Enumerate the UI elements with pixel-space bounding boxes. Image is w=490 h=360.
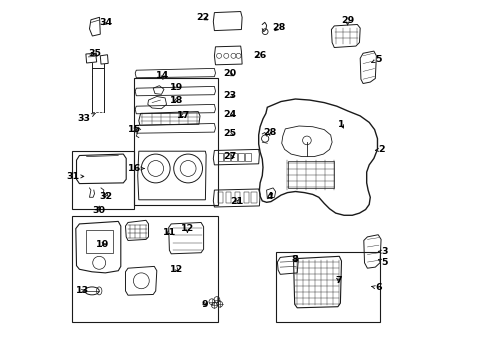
Bar (72, 151, 134, 209)
Text: 24: 24 (223, 110, 237, 119)
Text: 10: 10 (96, 240, 109, 248)
Text: 3: 3 (378, 247, 388, 256)
Text: 32: 32 (100, 192, 113, 201)
Bar (251, 192, 257, 203)
Text: 2: 2 (375, 145, 385, 154)
Text: 11: 11 (163, 228, 176, 237)
Text: 31: 31 (66, 172, 84, 181)
Bar (235, 192, 240, 203)
Text: 9: 9 (201, 300, 208, 309)
Text: 34: 34 (100, 18, 113, 27)
Text: 26: 26 (253, 51, 266, 60)
Text: 1: 1 (338, 120, 345, 129)
Text: 20: 20 (223, 69, 237, 78)
Text: 22: 22 (196, 13, 209, 22)
Bar (218, 192, 223, 203)
Text: 6: 6 (372, 284, 382, 292)
Text: 25: 25 (223, 129, 237, 138)
Text: 17: 17 (177, 111, 191, 120)
Text: 21: 21 (230, 197, 244, 206)
Text: 14: 14 (156, 71, 170, 80)
Text: 13: 13 (76, 287, 89, 295)
Bar (72, 216, 218, 322)
Text: 33: 33 (77, 113, 96, 123)
Text: 19: 19 (170, 83, 183, 92)
Text: 16: 16 (127, 164, 144, 173)
Text: 15: 15 (127, 125, 141, 134)
Bar (134, 78, 218, 205)
Text: 29: 29 (341, 16, 354, 25)
Bar (224, 153, 230, 161)
Bar (218, 153, 223, 161)
Text: 4: 4 (267, 192, 273, 201)
Bar (238, 153, 244, 161)
Text: 7: 7 (335, 276, 342, 284)
Text: 27: 27 (223, 152, 237, 161)
Bar (275, 252, 380, 322)
Text: 8: 8 (291, 255, 298, 264)
Bar (226, 192, 231, 203)
Bar (231, 153, 237, 161)
Bar (86, 230, 113, 253)
Bar (245, 192, 249, 203)
Text: 12: 12 (170, 265, 183, 274)
Text: 28: 28 (263, 128, 276, 137)
Text: 18: 18 (170, 96, 183, 105)
Text: 28: 28 (272, 22, 286, 31)
Text: 23: 23 (223, 91, 237, 100)
Text: 5: 5 (378, 258, 388, 266)
Text: 5: 5 (372, 55, 381, 64)
Text: 12: 12 (181, 224, 194, 233)
Text: 30: 30 (93, 206, 106, 215)
Text: 35: 35 (88, 49, 101, 58)
Bar (245, 153, 251, 161)
